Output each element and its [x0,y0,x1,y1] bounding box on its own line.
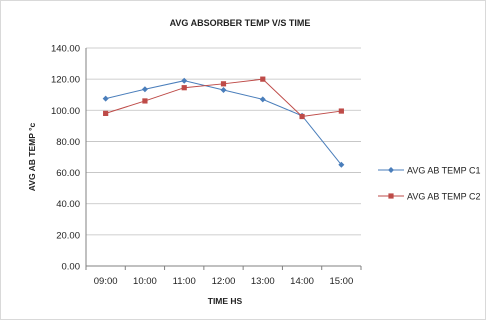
y-tick-label: 20.00 [56,230,80,241]
x-tick-label: 10:00 [133,276,157,287]
x-tick-label: 15:00 [329,276,353,287]
y-tick-label: 100.00 [51,106,80,117]
data-point-marker [181,85,187,91]
y-tick-label: 140.00 [51,44,80,55]
gridlines [86,47,361,236]
y-axis-label: AVG AB TEMP °c [27,123,37,192]
y-tick-label: 0.00 [62,262,81,273]
data-point-marker [220,87,227,94]
data-point-marker [103,110,109,116]
data-point-marker [102,95,109,102]
x-tick-label: 14:00 [290,276,314,287]
data-point-marker [181,77,188,84]
chart-title: AVG ABSORBER TEMP V/S TIME [170,18,311,28]
data-point-marker [220,81,227,87]
x-tick-label: 13:00 [251,276,275,287]
series-2 [103,76,344,120]
y-tick-label: 80.00 [56,137,80,148]
legend: AVG AB TEMP C1 AVG AB TEMP C2 [378,166,481,202]
data-point-marker [388,167,394,173]
data-point-marker [142,98,148,104]
x-tick-label: 09:00 [94,276,118,287]
series [102,76,345,168]
data-point-marker [388,193,394,199]
y-tick-label: 120.00 [51,75,80,86]
data-point-marker [338,161,345,168]
legend-entry: AVG AB TEMP C2 [378,192,481,202]
legend-label: AVG AB TEMP C2 [407,192,481,202]
y-tick-label: 40.00 [56,199,80,210]
x-tick-label: 11:00 [173,276,196,287]
y-tick-label: 60.00 [56,168,80,179]
x-axis-label: TIME HS [208,296,243,306]
legend-label: AVG AB TEMP C1 [407,166,481,176]
data-point-marker [260,76,266,82]
axes: 0.00 20.00 40.00 60.00 80.00 100.00 120.00 140.… [51,44,362,287]
data-point-marker [141,86,148,93]
data-point-marker [338,108,344,114]
legend-entry: AVG AB TEMP C1 [378,166,481,176]
data-point-marker [299,113,305,120]
x-tick-label: 12:00 [212,276,236,287]
data-point-marker [259,96,266,103]
